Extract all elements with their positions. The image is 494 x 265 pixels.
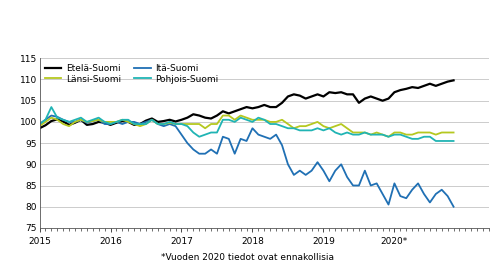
Text: *Vuoden 2020 tiedot ovat ennakollisia: *Vuoden 2020 tiedot ovat ennakollisia	[161, 253, 333, 262]
Legend: Etelä-Suomi, Länsi-Suomi, Itä-Suomi, Pohjois-Suomi: Etelä-Suomi, Länsi-Suomi, Itä-Suomi, Poh…	[44, 63, 219, 85]
